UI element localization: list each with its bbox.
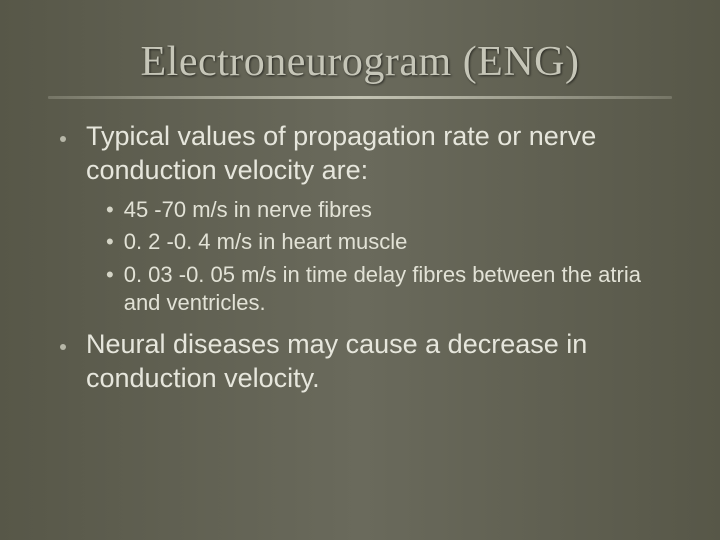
sub-list-item: • 0. 2 -0. 4 m/s in heart muscle <box>106 228 670 257</box>
slide-title: Electroneurogram (ENG) <box>50 38 670 86</box>
list-item-text: Neural diseases may cause a decrease in … <box>86 328 670 396</box>
list-item: Typical values of propagation rate or ne… <box>60 120 670 188</box>
sub-list: • 45 -70 m/s in nerve fibres • 0. 2 -0. … <box>106 196 670 318</box>
dot-icon <box>60 344 66 350</box>
bullet-icon: • <box>106 196 114 225</box>
bullet-icon: • <box>106 261 114 290</box>
sub-list-item-text: 45 -70 m/s in nerve fibres <box>124 196 372 225</box>
sub-list-item: • 0. 03 -0. 05 m/s in time delay fibres … <box>106 261 670 318</box>
list-item: Neural diseases may cause a decrease in … <box>60 328 670 396</box>
sub-list-item-text: 0. 03 -0. 05 m/s in time delay fibres be… <box>124 261 670 318</box>
bullet-icon: • <box>106 228 114 257</box>
dot-icon <box>60 136 66 142</box>
slide-content: Typical values of propagation rate or ne… <box>60 120 670 403</box>
sub-list-item-text: 0. 2 -0. 4 m/s in heart muscle <box>124 228 408 257</box>
sub-list-item: • 45 -70 m/s in nerve fibres <box>106 196 670 225</box>
title-underline <box>48 96 672 99</box>
slide-title-wrap: Electroneurogram (ENG) <box>50 38 670 86</box>
list-item-text: Typical values of propagation rate or ne… <box>86 120 670 188</box>
